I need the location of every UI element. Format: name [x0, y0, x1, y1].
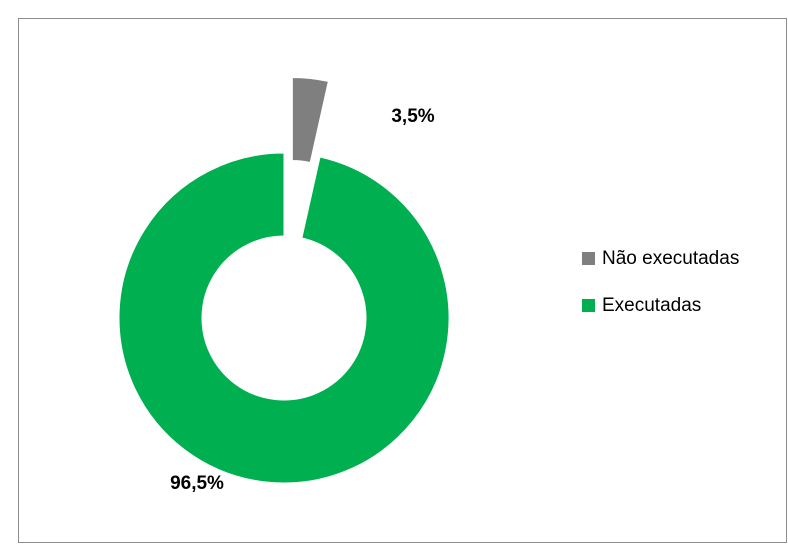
data-label: 96,5% — [170, 473, 224, 494]
data-label: 3,5% — [391, 106, 434, 127]
legend-label: Executadas — [602, 295, 701, 316]
legend-label: Não executadas — [602, 248, 739, 269]
donut-slice — [118, 152, 450, 484]
legend-swatch — [582, 252, 595, 265]
legend-swatch — [582, 299, 595, 312]
donut-slice — [291, 76, 329, 164]
